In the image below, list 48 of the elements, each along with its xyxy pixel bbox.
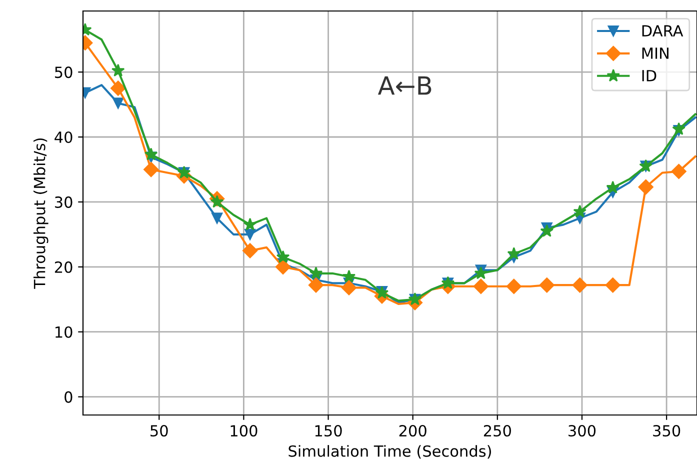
legend-label: ID [642,70,656,82]
legend-label: DARA [642,25,684,36]
point [342,270,356,282]
y-tick-label: 30 [55,196,72,208]
point [110,80,126,96]
point [243,218,257,230]
point [539,278,554,293]
point [507,246,521,260]
point [244,228,256,240]
x-tick-label: 50 [150,424,168,437]
y-tick-label: 10 [56,326,72,338]
point [671,164,686,179]
x-tick-label: 150 [315,424,342,437]
y-tick-label: 20 [54,261,72,273]
point [573,204,587,218]
point [540,224,554,237]
point [506,278,522,294]
point [276,250,290,263]
x-axis-title: Simulation Time (Seconds) [288,445,491,459]
point [672,122,686,135]
point [606,180,620,194]
point [211,212,223,224]
x-tick-label: 300 [568,424,596,437]
point [111,64,125,77]
point [638,179,654,195]
point [308,278,324,293]
x-tick-label: 250 [484,424,511,437]
annotation: A←B [378,76,432,95]
x-tick-label: 350 [653,424,680,437]
y-axis-title: Throughput (Mbit/s) [33,138,48,289]
point [309,266,323,280]
x-tick-label: 200 [399,424,426,437]
y-tick-label: 50 [55,66,72,78]
x-tick-label: 100 [230,424,258,437]
y-tick-label: 0 [64,391,72,403]
point [473,278,488,294]
legend-label: MIN [642,48,668,59]
point [605,278,620,293]
point [112,98,124,109]
point [242,243,258,258]
point [144,148,158,160]
point [474,266,488,280]
point [144,162,159,178]
point [210,195,224,208]
point [275,259,291,274]
y-tick-label: 40 [54,131,72,144]
point [572,278,588,293]
point [341,280,357,296]
